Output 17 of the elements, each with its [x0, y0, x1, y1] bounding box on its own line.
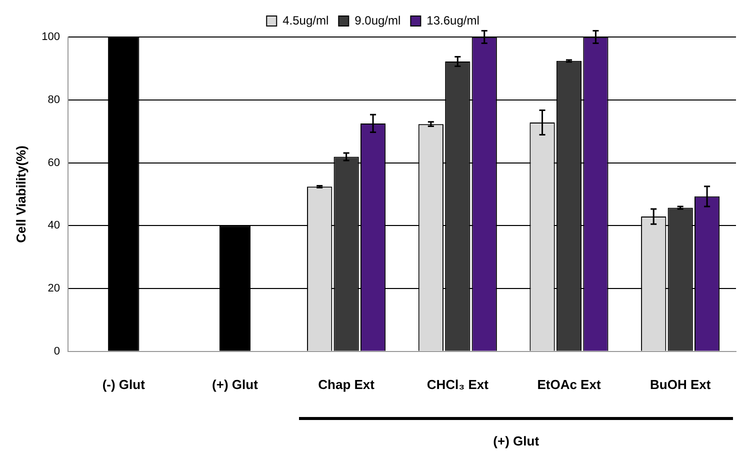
x-tick-label: (+) Glut: [212, 376, 259, 392]
x-tick-label: CHCl₃ Ext: [426, 376, 490, 392]
text: (+) Glut: [493, 434, 540, 449]
legend-label: 9.0ug/ml: [354, 13, 401, 28]
y-tick-label: 60: [48, 156, 60, 169]
y-tick-label: 0: [54, 345, 60, 358]
y-axis-title: Cell Viability(%): [13, 146, 28, 243]
x-tick-label: Chap Ext: [318, 376, 376, 392]
y-tick-label: 40: [48, 220, 60, 232]
y-tick-label: 80: [48, 94, 60, 106]
x-tick-label: BuOH Ext: [650, 376, 712, 392]
x-tick-label: (-) Glut: [102, 376, 146, 392]
legend-label: 13.6ug/ml: [426, 13, 480, 28]
y-tick-label: 100: [42, 31, 60, 44]
y-tick-label: 20: [48, 282, 60, 295]
x-tick-label: EtOAc Ext: [537, 376, 602, 392]
legend-label: 4.5ug/ml: [282, 13, 329, 28]
